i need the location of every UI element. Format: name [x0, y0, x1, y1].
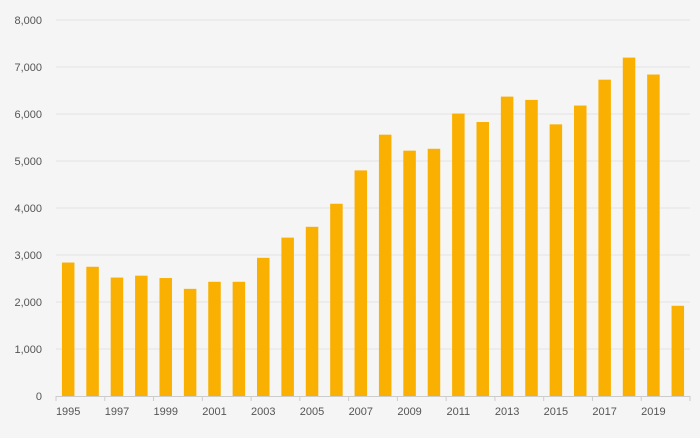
bar-2001: [208, 281, 221, 396]
bar-2016: [574, 105, 587, 396]
bar-2002: [232, 281, 246, 396]
bar-1995: [61, 262, 75, 396]
bars: [61, 57, 685, 397]
bar-2019: [647, 74, 660, 397]
x-tick-label: 2003: [251, 406, 275, 418]
x-tick-label: 1995: [56, 406, 80, 418]
bar-2009: [403, 150, 416, 396]
bar-1999: [159, 278, 172, 396]
bar-2005: [305, 226, 319, 396]
y-tick-label: 4,000: [14, 203, 42, 215]
gridlines: [56, 19, 690, 350]
x-tick-label: 2019: [641, 406, 665, 418]
x-tick-label: 2009: [397, 406, 421, 418]
bar-2014: [525, 99, 538, 397]
y-tick-label: 8,000: [14, 15, 42, 27]
y-tick-label: 6,000: [14, 109, 42, 121]
y-tick-label: 7,000: [14, 62, 42, 74]
x-tick-label: 2013: [495, 406, 519, 418]
bar-2012: [476, 121, 489, 397]
bar-2015: [549, 124, 563, 396]
bar-2020: [671, 305, 685, 396]
bar-2000: [183, 288, 197, 396]
y-tick-label: 2,000: [14, 297, 42, 309]
x-tick-label: 2011: [447, 406, 471, 418]
x-tick-label: 2017: [592, 406, 616, 418]
bar-2003: [257, 257, 270, 396]
x-axis: 1995 1997 1999 2001 2003 2005 2007 2009 2011 2013…: [55, 396, 691, 418]
y-tick-label: 1,000: [14, 344, 42, 356]
bar-2006: [330, 203, 343, 396]
x-tick-label: 1999: [153, 406, 177, 418]
x-tick-label: 2015: [544, 406, 568, 418]
bar-2010: [427, 148, 441, 396]
bar-1997: [110, 277, 124, 396]
y-tick-label: 0: [36, 391, 42, 403]
bar-2013: [500, 96, 514, 397]
x-tick-label: 2001: [202, 406, 226, 418]
y-tick-label: 5,000: [14, 156, 42, 168]
bar-2018: [622, 57, 636, 396]
y-axis: 0 1,000 2,000 3,000 4,000 5,000 6,000 7,000 8,00…: [14, 15, 42, 403]
bar-2004: [281, 237, 294, 396]
bar-2017: [598, 79, 611, 396]
bar-1996: [86, 266, 99, 396]
bar-2011: [452, 113, 465, 396]
bar-1998: [135, 275, 148, 396]
bar-2007: [354, 170, 368, 396]
x-tick-label: 2005: [300, 406, 324, 418]
x-tick-label: 2007: [349, 406, 373, 418]
bar-2008: [378, 134, 392, 396]
y-tick-label: 3,000: [14, 250, 42, 262]
x-tick-label: 1997: [105, 406, 129, 418]
